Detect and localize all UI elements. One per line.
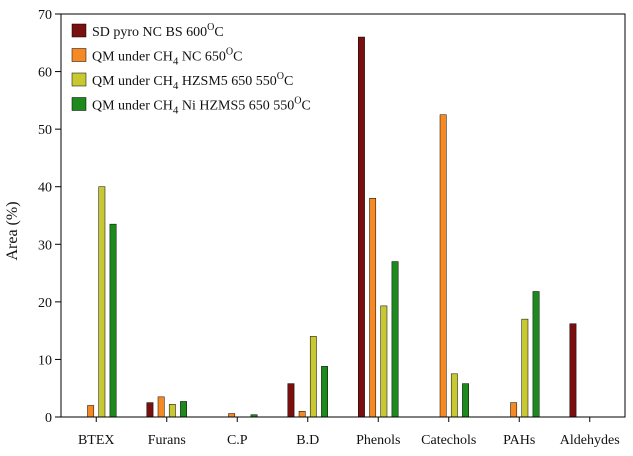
bar-aldehydes-series-1 bbox=[569, 323, 577, 418]
y-tick-label: 40 bbox=[38, 181, 52, 196]
bar-c-p-series-2 bbox=[228, 413, 236, 418]
x-tick-label: Catechols bbox=[421, 433, 476, 448]
bar-catechols-series-3 bbox=[450, 373, 458, 418]
y-tick-label: 0 bbox=[45, 411, 52, 426]
legend-text-part: 4 bbox=[173, 80, 179, 92]
legend-text-part: Ni HZMS5 650 550 bbox=[178, 99, 294, 114]
x-tick-label: Furans bbox=[148, 433, 186, 448]
legend-text-part: O bbox=[207, 22, 214, 33]
bar-catechols-series-4 bbox=[462, 383, 469, 418]
x-tick-label: Phenols bbox=[356, 433, 400, 448]
bar-b-d-series-2 bbox=[298, 410, 306, 418]
legend-text-part: O bbox=[226, 47, 233, 58]
legend-text-part: HZSM5 650 550 bbox=[178, 74, 276, 89]
bar-furans-series-1 bbox=[146, 402, 154, 418]
bar-phenols-series-2 bbox=[369, 197, 377, 418]
y-tick-label: 10 bbox=[38, 353, 52, 368]
legend-text-part: C bbox=[302, 99, 311, 114]
y-tick-label: 60 bbox=[38, 66, 52, 81]
legend-text-part: O bbox=[277, 71, 284, 82]
plot-area bbox=[87, 36, 577, 418]
legend-swatch bbox=[71, 23, 87, 38]
bar-pahs-series-4 bbox=[532, 291, 540, 418]
y-tick-label: 30 bbox=[38, 238, 52, 253]
bar-phenols-series-3 bbox=[380, 305, 388, 418]
bar-b-d-series-1 bbox=[287, 383, 295, 418]
axes: 0 10 20 30 40 50 60 70 BTEX Furans C.P B.D Phenols Ca… bbox=[38, 8, 626, 448]
legend-text-part: NC 650 bbox=[178, 50, 225, 65]
y-tick-label: 20 bbox=[38, 296, 52, 311]
x-tick-label: Aldehydes bbox=[560, 433, 620, 448]
legend-text-part: O bbox=[294, 96, 301, 107]
legend-entry-label: SD pyro NC BS 600OC bbox=[92, 22, 224, 40]
legend-entry-label: QM under CH4 NC 650OC bbox=[92, 47, 242, 68]
plot-frame bbox=[60, 13, 626, 418]
legend-text-part: C bbox=[284, 74, 293, 89]
bar-pahs-series-2 bbox=[510, 402, 518, 418]
bar-btex-series-2 bbox=[87, 405, 95, 418]
legend-text-part: QM under CH bbox=[92, 99, 173, 114]
legend-text-part: 4 bbox=[173, 56, 179, 68]
bar-pahs-series-3 bbox=[521, 318, 529, 418]
bar-furans-series-3 bbox=[168, 404, 176, 418]
legend-swatch bbox=[71, 97, 87, 111]
y-tick-label: 70 bbox=[38, 8, 52, 23]
legend-text-part: QM under CH bbox=[92, 74, 173, 89]
bar-catechols-series-2 bbox=[439, 114, 447, 418]
bar-furans-series-4 bbox=[180, 401, 187, 418]
x-tick-label: BTEX bbox=[78, 433, 115, 448]
bar-b-d-series-3 bbox=[309, 336, 317, 418]
bar-b-d-series-4 bbox=[321, 366, 328, 418]
legend-swatch bbox=[71, 72, 87, 87]
legend-text-part: QM under CH bbox=[92, 50, 173, 65]
legend-text-part: SD pyro NC BS 600 bbox=[92, 25, 207, 40]
y-axis-label: Area (%) bbox=[4, 201, 21, 260]
y-tick-label: 50 bbox=[38, 123, 52, 138]
bar-btex-series-3 bbox=[98, 186, 106, 418]
bar-phenols-series-4 bbox=[391, 261, 399, 418]
x-tick-label: C.P bbox=[227, 433, 248, 448]
bar-furans-series-2 bbox=[157, 396, 165, 418]
x-tick-label: PAHs bbox=[503, 433, 535, 448]
legend-swatch bbox=[71, 48, 87, 62]
legend-text-part: C bbox=[214, 25, 223, 40]
legend-entry-label: QM under CH4 HZSM5 650 550OC bbox=[92, 71, 293, 92]
legend-entry-label: QM under CH4 Ni HZMS5 650 550OC bbox=[92, 96, 311, 117]
bar-phenols-series-1 bbox=[358, 36, 365, 418]
legend-text-part: 4 bbox=[173, 105, 179, 117]
x-tick-label: B.D bbox=[296, 433, 319, 448]
bar-btex-series-4 bbox=[109, 223, 117, 418]
legend-text-part: C bbox=[233, 50, 242, 65]
